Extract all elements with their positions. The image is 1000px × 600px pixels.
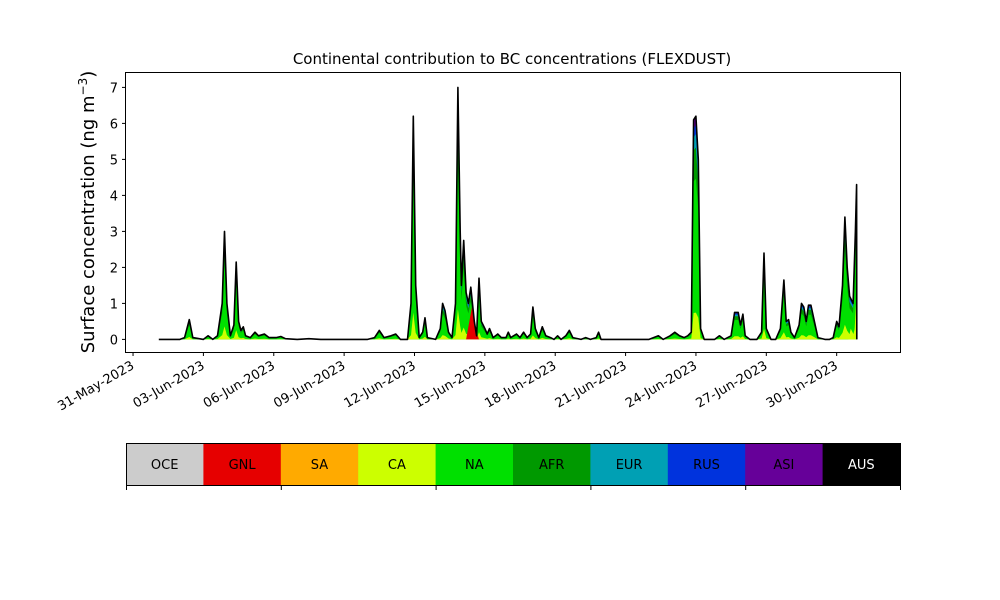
y-tick-label: 4 (110, 189, 118, 204)
total-concentration-line (158, 86, 858, 341)
area-series-afr (158, 122, 857, 340)
x-tick-label: 09-Jun-2023 (271, 358, 348, 411)
area-series-na (158, 158, 857, 340)
x-tick-label: 31-May-2023 (55, 358, 137, 414)
y-axis-label-main: Surface concentration (ng m (78, 95, 99, 353)
total-line-layer (158, 86, 858, 341)
y-tick-label: 7 (110, 81, 118, 96)
x-tick-label: 24-Jun-2023 (623, 358, 700, 411)
legend-swatch-rus (667, 443, 746, 485)
y-tick-label: 0 (110, 333, 118, 348)
y-tick-label: 6 (110, 117, 118, 132)
x-tick-label: 12-Jun-2023 (342, 358, 419, 411)
x-tick-label: 06-Jun-2023 (201, 358, 278, 411)
x-tick-label: 03-Jun-2023 (131, 358, 208, 411)
area-series-asi (158, 87, 857, 340)
region-legend: OCE GNL SA CA NA AFR EUR RUS ASI AUS (126, 443, 901, 490)
x-tick-label: 15-Jun-2023 (412, 358, 489, 411)
chart-title: Continental contribution to BC concentra… (293, 50, 731, 68)
legend-swatch-sa (280, 443, 359, 485)
x-tick-label: 18-Jun-2023 (482, 358, 559, 411)
legend-label-na: NA (465, 458, 484, 473)
plot-area: 0 1 2 3 4 5 6 7 31-May-202303-Jun-202306-Jun-20… (55, 72, 901, 414)
legend-label-sa: SA (311, 458, 328, 473)
legend-swatch-ca (358, 443, 437, 485)
x-tick-label: 30-Jun-2023 (764, 358, 841, 411)
legend-swatch-oce (126, 443, 204, 485)
legend-label-rus: RUS (693, 458, 720, 473)
legend-label-afr: AFR (539, 458, 564, 473)
legend-label-aus: AUS (848, 458, 875, 473)
series-layer (158, 87, 857, 340)
legend-label-oce: OCE (151, 458, 179, 473)
y-axis-label: Surface concentration (ng m−3) (76, 71, 99, 354)
legend-label-eur: EUR (616, 458, 643, 473)
y-axis-label-close: ) (78, 71, 99, 78)
y-tick-label: 2 (110, 261, 118, 276)
legend-frame (126, 443, 901, 486)
legend-swatch-afr (513, 443, 591, 485)
y-tick-label: 1 (110, 297, 118, 312)
area-series-rus (158, 97, 857, 340)
legend-label-gnl: GNL (229, 458, 257, 473)
y-axis-label-exponent: −3 (76, 78, 90, 96)
legend-swatch-asi (745, 443, 824, 485)
legend-label-asi: ASI (773, 458, 794, 473)
legend-swatch-eur (590, 443, 669, 485)
legend-label-ca: CA (388, 458, 406, 473)
area-series-ca-late (848, 292, 857, 340)
area-series-eur (158, 107, 857, 340)
y-tick-label: 5 (110, 153, 118, 168)
y-axis: 0 1 2 3 4 5 6 7 (110, 81, 126, 348)
legend-swatch-aus (822, 443, 901, 485)
y-tick-label: 3 (110, 225, 118, 240)
legend-swatch-gnl (203, 443, 282, 485)
x-tick-label: 21-Jun-2023 (553, 358, 630, 411)
x-axis: 31-May-202303-Jun-202306-Jun-202309-Jun-… (55, 352, 841, 414)
plot-frame (125, 72, 901, 353)
x-tick-label: 27-Jun-2023 (693, 358, 770, 411)
legend-swatch-na (435, 443, 514, 485)
